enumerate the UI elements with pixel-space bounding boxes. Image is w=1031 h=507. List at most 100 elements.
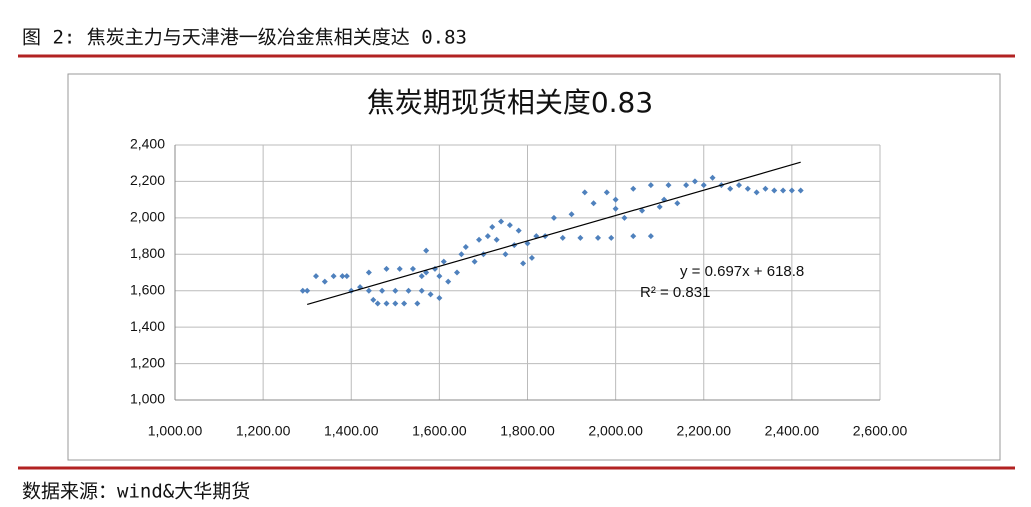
point — [771, 187, 778, 194]
point — [476, 236, 483, 243]
point — [639, 207, 646, 214]
point — [489, 223, 496, 230]
point — [498, 218, 505, 225]
point — [409, 265, 416, 272]
point — [559, 234, 566, 241]
point — [365, 269, 372, 276]
point — [590, 200, 597, 207]
point — [502, 251, 509, 258]
point — [797, 187, 804, 194]
point — [612, 205, 619, 212]
point — [436, 273, 443, 280]
point — [379, 287, 386, 294]
point — [418, 273, 425, 280]
point — [484, 233, 491, 240]
point — [736, 182, 742, 189]
point — [691, 178, 698, 185]
point — [603, 189, 610, 196]
y-tick-label: 2,400 — [130, 136, 165, 152]
point — [709, 174, 716, 181]
point — [313, 273, 319, 280]
point — [370, 296, 377, 303]
point — [744, 185, 751, 192]
y-tick-label: 1,200 — [130, 354, 165, 370]
point — [427, 291, 434, 298]
point — [418, 287, 425, 294]
x-tick-label: 1,800.00 — [500, 423, 555, 439]
point — [462, 244, 469, 250]
point — [343, 273, 350, 280]
point — [445, 278, 452, 285]
point — [374, 300, 381, 307]
point — [665, 182, 672, 189]
trendline — [307, 161, 801, 305]
point — [414, 300, 421, 307]
point — [423, 247, 430, 254]
point — [683, 182, 690, 189]
x-tick-label: 1,200.00 — [236, 423, 291, 439]
chart-frame — [67, 73, 1001, 461]
point — [656, 203, 663, 210]
x-tick-label: 2,600.00 — [853, 423, 908, 439]
plot: 1,000 1,200 1,400 1,600 1,800 2,000 2,200 2,400… — [130, 136, 908, 439]
point — [401, 300, 408, 307]
y-tick-label: 1,800 — [130, 245, 165, 261]
y-tick-label: 1,600 — [130, 281, 165, 297]
point — [621, 214, 628, 221]
point — [780, 187, 787, 194]
y-tick-label: 1,000 — [130, 391, 165, 407]
point — [753, 189, 760, 196]
point — [647, 182, 654, 189]
point — [674, 200, 681, 207]
chart-title: 焦炭期现货相关度0.83 — [367, 86, 653, 119]
point — [727, 185, 734, 192]
point — [647, 233, 654, 240]
point — [365, 287, 372, 294]
point — [577, 234, 584, 241]
point — [321, 278, 328, 285]
point — [299, 287, 306, 294]
point — [304, 287, 311, 294]
point — [383, 300, 390, 307]
point — [458, 251, 465, 258]
point — [762, 185, 769, 192]
point — [528, 254, 535, 261]
point — [436, 295, 443, 301]
point — [440, 258, 447, 265]
point — [405, 287, 412, 294]
point — [454, 269, 460, 276]
point — [383, 265, 390, 272]
x-tick-label: 2,000.00 — [588, 423, 643, 439]
y-tick-label: 2,200 — [130, 172, 165, 188]
figure-title: 图 2: 焦炭主力与天津港一级冶金焦相关度达 0.83 — [22, 27, 467, 49]
source: 数据来源：wind&大华期货 — [22, 481, 250, 503]
trend-r2: R² = 0.831 — [640, 284, 710, 301]
point — [630, 185, 637, 192]
point — [788, 187, 795, 194]
point — [612, 196, 619, 203]
point — [568, 211, 575, 218]
point — [339, 273, 346, 280]
y-tick-label: 2,000 — [130, 209, 165, 225]
x-tick-label: 2,400.00 — [765, 423, 820, 439]
x-tick-label: 2,200.00 — [677, 423, 732, 439]
point — [330, 273, 337, 280]
point — [493, 236, 500, 243]
point — [392, 287, 399, 294]
point — [608, 234, 615, 241]
point — [506, 222, 513, 229]
point — [396, 265, 403, 272]
x-tick-label: 1,000.00 — [148, 423, 203, 439]
y-tick-label: 1,400 — [130, 318, 165, 334]
point — [550, 214, 557, 221]
point — [392, 300, 399, 307]
point — [515, 227, 522, 234]
trend-equation: y = 0.697x + 618.8 — [680, 263, 804, 280]
point — [581, 189, 588, 196]
point — [520, 260, 527, 267]
x-tick-label: 1,600.00 — [412, 423, 467, 439]
point — [700, 182, 707, 189]
point — [630, 233, 637, 240]
